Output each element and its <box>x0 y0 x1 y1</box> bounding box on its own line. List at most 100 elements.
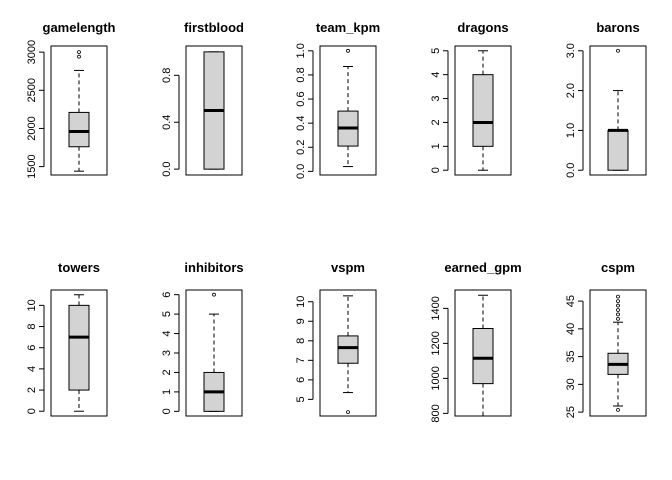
y-tick-label: 6 <box>161 292 173 298</box>
y-tick-label: 6 <box>295 377 307 383</box>
panel-title: earned_gpm <box>444 260 521 275</box>
y-tick-label: 1 <box>161 389 173 395</box>
y-tick-label: 1 <box>430 143 442 149</box>
y-tick-label: 0.2 <box>295 140 307 155</box>
iqr-box <box>68 304 90 391</box>
panel-title: towers <box>58 260 100 275</box>
panel-title: team_kpm <box>316 20 380 35</box>
boxplot-panel-firstblood: firstblood 0.0 0.4 0.8 <box>161 20 244 177</box>
y-tick-label: 45 <box>565 295 577 307</box>
outlier-point <box>616 294 620 299</box>
y-tick-label: 8 <box>295 338 307 344</box>
outlier-point <box>616 316 620 321</box>
boxplot-panel-vspm: vspm 5 6 7 8 9 10 <box>295 260 377 417</box>
y-tick-label: 0.8 <box>295 67 307 82</box>
iqr-box <box>607 129 629 171</box>
y-tick-label: 4 <box>430 72 442 78</box>
y-tick-label: 0 <box>26 408 38 414</box>
y-tick-label: 10 <box>295 296 307 308</box>
plot-frame <box>50 289 108 417</box>
outlier-point <box>616 48 620 53</box>
outlier-point <box>212 292 216 297</box>
outlier-point <box>616 308 620 312</box>
panel-title: barons <box>596 20 639 35</box>
y-tick-label: 0.4 <box>295 116 307 131</box>
y-tick-label: 0 <box>430 167 442 173</box>
panel-title: dragons <box>457 20 508 35</box>
outlier-point <box>616 312 620 317</box>
plot-frame <box>589 289 647 417</box>
y-tick-label: 0.0 <box>565 163 577 178</box>
plot-frame <box>454 45 512 176</box>
panel-title: firstblood <box>184 20 244 35</box>
y-tick-label: 2 <box>430 119 442 125</box>
y-tick-label: 0 <box>161 408 173 414</box>
y-tick-label: 2.0 <box>565 83 577 98</box>
y-tick-label: 1200 <box>430 331 442 355</box>
y-tick-label: 1.0 <box>565 123 577 138</box>
plot-frame <box>185 45 243 176</box>
boxplot-panel-barons: barons 0.0 1.0 2.0 3.0 <box>565 20 647 178</box>
iqr-box <box>68 111 90 148</box>
y-tick-label: 2000 <box>26 116 38 140</box>
y-tick-label: 0.6 <box>295 91 307 106</box>
y-tick-label: 2 <box>161 369 173 375</box>
plot-frame <box>185 289 243 417</box>
boxplot-panel-cspm: cspm 25 30 35 40 45 <box>565 260 647 418</box>
y-tick-label: 8 <box>26 323 38 329</box>
panel-title: cspm <box>601 260 635 275</box>
boxplot-panel-gamelength: gamelength 1500 2000 2500 3000 <box>26 20 116 179</box>
plot-frame <box>589 45 647 176</box>
y-tick-label: 1400 <box>430 296 442 320</box>
panel-title: gamelength <box>43 20 116 35</box>
y-tick-label: 35 <box>565 350 577 362</box>
outlier-point <box>616 299 620 304</box>
y-tick-label: 5 <box>161 311 173 317</box>
y-tick-label: 3 <box>161 350 173 356</box>
y-tick-label: 4 <box>161 330 173 336</box>
y-tick-label: 1500 <box>26 154 38 178</box>
iqr-box <box>337 335 359 364</box>
y-tick-label: 0.8 <box>161 68 173 83</box>
y-tick-label: 10 <box>26 299 38 311</box>
y-tick-label: 1000 <box>430 366 442 390</box>
panel-title: vspm <box>331 260 365 275</box>
y-tick-label: 1.0 <box>295 43 307 58</box>
y-tick-label: 800 <box>430 404 442 422</box>
panel-title: inhibitors <box>184 260 243 275</box>
outlier-point <box>616 303 620 308</box>
y-tick-label: 3.0 <box>565 43 577 58</box>
boxplot-panel-inhibitors: inhibitors 0 1 2 3 4 5 6 <box>161 260 244 417</box>
y-tick-label: 6 <box>26 345 38 351</box>
y-tick-label: 0.0 <box>161 161 173 176</box>
outlier-point <box>346 410 350 414</box>
plot-frame <box>319 289 377 417</box>
y-tick-label: 3000 <box>26 40 38 64</box>
outlier-point <box>77 54 81 59</box>
y-tick-label: 40 <box>565 323 577 335</box>
outlier-point <box>77 50 81 55</box>
y-tick-label: 5 <box>430 48 442 54</box>
boxplot-panel-team_kpm: team_kpm 0.0 0.2 0.4 0.6 0.8 1.0 <box>295 20 380 179</box>
plot-frame <box>319 45 377 176</box>
boxplot-panel-dragons: dragons 0 1 2 3 4 5 <box>430 20 512 176</box>
iqr-box <box>472 74 494 147</box>
plot-frame <box>50 45 108 176</box>
y-tick-label: 2 <box>26 387 38 393</box>
y-tick-label: 5 <box>295 396 307 402</box>
y-tick-label: 3 <box>430 95 442 101</box>
y-tick-label: 0.4 <box>161 115 173 130</box>
iqr-box <box>472 328 494 385</box>
y-tick-label: 7 <box>295 357 307 363</box>
y-tick-label: 25 <box>565 406 577 418</box>
y-tick-label: 9 <box>295 318 307 324</box>
boxplot-panel-towers: towers 0 2 4 6 8 10 <box>26 260 108 417</box>
outlier-point <box>616 407 620 412</box>
y-tick-label: 30 <box>565 378 577 390</box>
y-tick-label: 2500 <box>26 78 38 102</box>
outlier-point <box>346 48 350 53</box>
y-tick-label: 4 <box>26 366 38 372</box>
y-tick-label: 0.0 <box>295 164 307 179</box>
boxplot-panel-earned_gpm: earned_gpm 800 1000 1200 1400 <box>430 260 522 423</box>
